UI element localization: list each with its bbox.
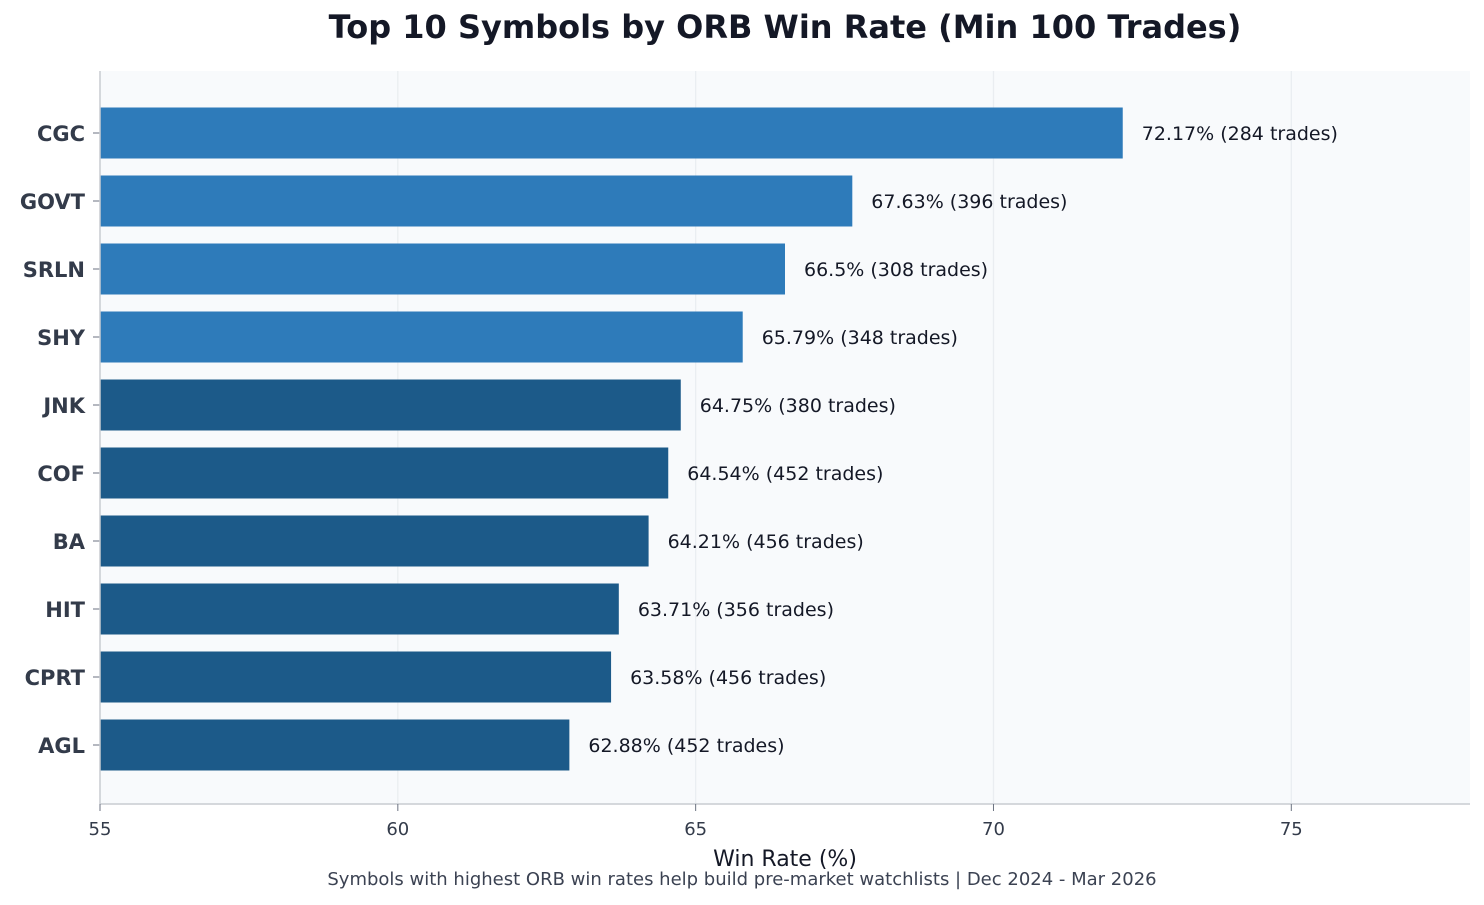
y-tick-label: GOVT [20, 190, 86, 214]
y-tick-label: CPRT [25, 666, 86, 690]
axes [93, 71, 1470, 811]
labels: 72.17% (284 trades) CGC 67.63% (396 trades… [20, 122, 1338, 840]
x-tick-label: 75 [1280, 819, 1303, 840]
bar-shy [100, 311, 743, 363]
data-label: 63.58% (456 trades) [630, 667, 826, 689]
data-label: 62.88% (452 trades) [588, 735, 784, 757]
bars [100, 107, 1123, 771]
bar-govt [100, 175, 853, 227]
bar-cof [100, 447, 669, 499]
chart-caption: Symbols with highest ORB win rates help … [327, 869, 1157, 890]
x-tick-label: 65 [684, 819, 707, 840]
y-tick-label: SHY [37, 326, 86, 350]
x-tick-label: 60 [386, 819, 409, 840]
data-label: 67.63% (396 trades) [871, 191, 1067, 213]
y-tick-label: JNK [41, 394, 85, 418]
bar-srln [100, 243, 785, 295]
bar-hit [100, 583, 619, 635]
chart-title: Top 10 Symbols by ORB Win Rate (Min 100 … [328, 8, 1242, 46]
x-axis-label: Win Rate (%) [713, 847, 857, 872]
bar-jnk [100, 379, 681, 431]
x-tick-label: 55 [89, 819, 112, 840]
data-label: 66.5% (308 trades) [804, 259, 988, 281]
y-tick-label: HIT [45, 598, 85, 622]
data-label: 64.75% (380 trades) [700, 395, 896, 417]
bar-cprt [100, 651, 612, 703]
y-tick-label: AGL [38, 734, 85, 758]
data-label: 64.21% (456 trades) [668, 531, 864, 553]
bar-agl [100, 719, 570, 771]
data-label: 63.71% (356 trades) [638, 599, 834, 621]
x-tick-label: 70 [982, 819, 1005, 840]
bar-cgc [100, 107, 1123, 159]
y-tick-label: SRLN [23, 258, 85, 282]
data-label: 72.17% (284 trades) [1142, 123, 1338, 145]
y-tick-label: COF [37, 462, 85, 486]
data-label: 65.79% (348 trades) [762, 327, 958, 349]
bar-ba [100, 515, 649, 567]
y-tick-label: CGC [37, 122, 85, 146]
data-label: 64.54% (452 trades) [687, 463, 883, 485]
y-tick-label: BA [53, 530, 86, 554]
